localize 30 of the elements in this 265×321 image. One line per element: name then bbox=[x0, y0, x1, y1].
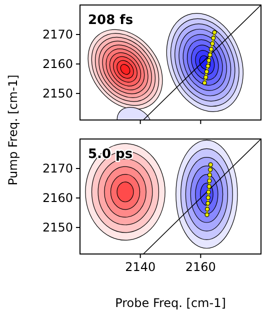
point bbox=[207, 172, 212, 178]
y-tick-label: 2160 bbox=[42, 57, 73, 72]
x-axis-title: Probe Freq. [cm-1] bbox=[115, 296, 226, 310]
point bbox=[206, 190, 211, 194]
point bbox=[202, 80, 207, 86]
point bbox=[204, 212, 210, 218]
point bbox=[206, 200, 210, 206]
point bbox=[208, 167, 213, 172]
point bbox=[203, 74, 208, 80]
y-tick-label: 2160 bbox=[42, 191, 73, 206]
point bbox=[210, 41, 215, 46]
point bbox=[208, 52, 212, 58]
x-tick-label: 2140 bbox=[125, 260, 156, 274]
point bbox=[208, 162, 213, 167]
y-tick-label: 2170 bbox=[42, 162, 73, 176]
point bbox=[205, 206, 210, 212]
y-axis-title: Pump Freq. [cm-1] bbox=[6, 74, 20, 186]
point bbox=[208, 46, 214, 52]
point bbox=[206, 58, 212, 63]
point bbox=[206, 195, 211, 200]
point bbox=[211, 36, 216, 40]
point bbox=[212, 30, 217, 35]
point bbox=[206, 184, 212, 189]
point bbox=[207, 178, 212, 184]
y-tick-label: 2170 bbox=[42, 28, 73, 42]
point bbox=[204, 69, 209, 74]
y-tick-label: 2150 bbox=[42, 220, 73, 235]
y-tick-label: 2150 bbox=[42, 86, 73, 101]
point bbox=[206, 64, 210, 68]
annotation: 208 fs bbox=[88, 13, 134, 28]
